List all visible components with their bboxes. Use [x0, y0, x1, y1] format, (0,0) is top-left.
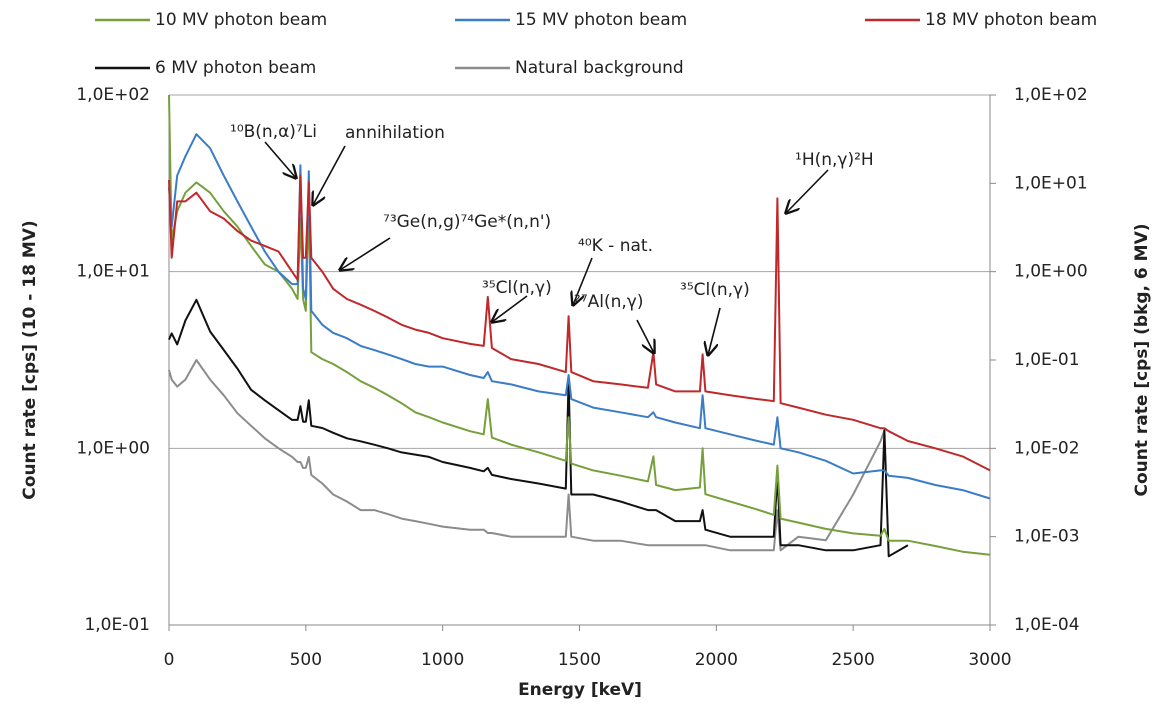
annotation-arrow	[313, 145, 346, 205]
y-tick-label: 1,0E-01	[84, 615, 150, 635]
y2-tick-label: 1,0E-01	[1014, 350, 1080, 370]
y-tick-label: 1,0E+00	[76, 438, 150, 458]
annotation: ¹H(n,γ)²H	[795, 150, 874, 170]
y2-axis-title: Count rate [cps] (bkg, 6 MV)	[1132, 223, 1152, 496]
x-tick-label: 2500	[832, 650, 875, 670]
series-line	[168, 298, 909, 558]
annotation: annihilation	[345, 123, 445, 143]
y-axis-title: Count rate [cps] (10 - 18 MV)	[20, 220, 40, 499]
legend-label: 10 MV photon beam	[155, 10, 327, 30]
annotation-arrow	[573, 257, 593, 305]
annotation-arrow	[340, 237, 391, 270]
x-tick-label: 3000	[968, 650, 1011, 670]
series-line	[168, 359, 886, 552]
legend-label: 6 MV photon beam	[155, 58, 316, 78]
annotation-arrow	[636, 319, 654, 353]
annotation-arrow	[264, 141, 296, 178]
annotation-arrow	[708, 307, 721, 355]
series-line	[168, 174, 991, 472]
annotation: ²⁷Al(n,γ)	[574, 292, 644, 312]
y-tick-label: 1,0E+01	[76, 262, 150, 282]
y2-tick-label: 1,0E-04	[1014, 615, 1080, 635]
legend-label: 18 MV photon beam	[925, 10, 1097, 30]
y2-tick-label: 1,0E+02	[1014, 85, 1088, 105]
annotation: ³⁵Cl(n,γ)	[680, 280, 750, 300]
x-tick-label: 1500	[558, 650, 601, 670]
x-tick-label: 500	[290, 650, 322, 670]
legend-label: Natural background	[515, 58, 684, 78]
y2-tick-label: 1,0E-03	[1014, 527, 1080, 547]
annotation: ³⁵Cl(n,γ)	[482, 278, 552, 298]
x-tick-label: 0	[164, 650, 175, 670]
annotation: ¹⁰B(n,α)⁷Li	[230, 122, 317, 142]
legend-label: 15 MV photon beam	[515, 10, 687, 30]
x-tick-label: 2000	[695, 650, 738, 670]
annotation: ⁴⁰K - nat.	[578, 236, 653, 256]
y2-tick-label: 1,0E+00	[1014, 262, 1088, 282]
x-tick-label: 1000	[421, 650, 464, 670]
series-line	[168, 133, 991, 500]
annotation: ⁷³Ge(n,g)⁷⁴Ge*(n,n')	[383, 212, 551, 232]
y2-tick-label: 1,0E-02	[1014, 438, 1080, 458]
annotation-arrow	[786, 169, 829, 213]
annotation-arrow	[492, 295, 528, 322]
y-tick-label: 1,0E+02	[76, 85, 150, 105]
y2-tick-label: 1,0E+01	[1014, 173, 1088, 193]
x-axis-title: Energy [keV]	[518, 680, 642, 700]
